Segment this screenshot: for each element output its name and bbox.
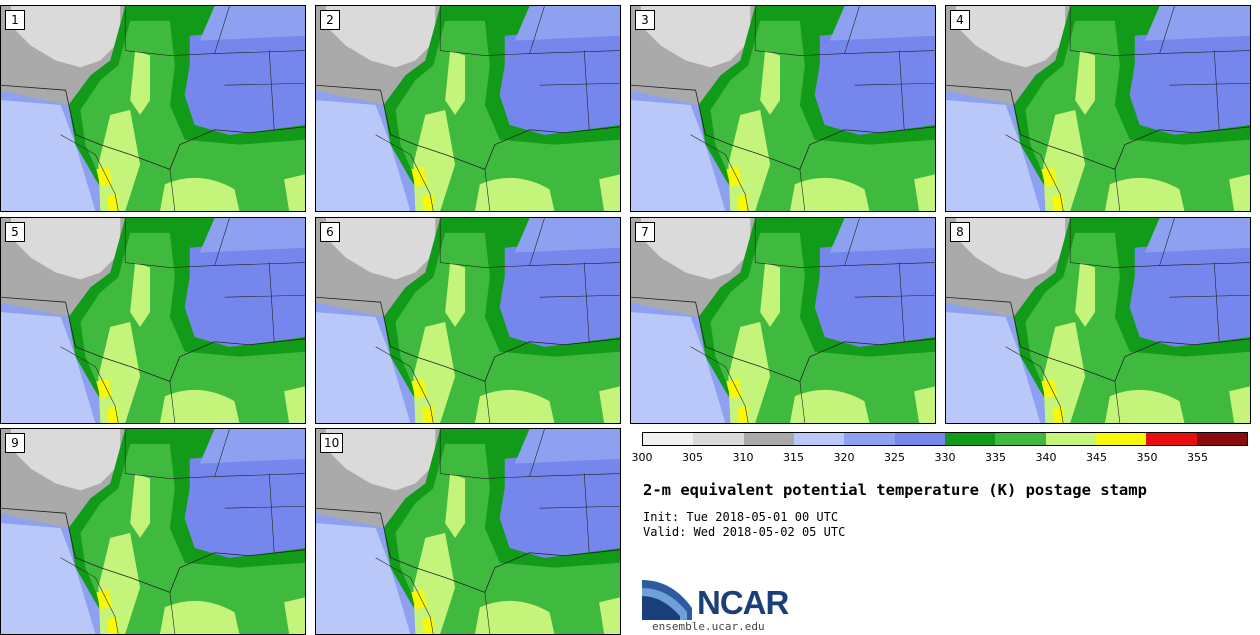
legend-tick-label: 355 bbox=[1187, 451, 1208, 464]
panel-label: 10 bbox=[320, 433, 344, 453]
panel-label: 9 bbox=[5, 433, 25, 453]
panel-label: 3 bbox=[635, 10, 655, 30]
panel-label: 4 bbox=[950, 10, 970, 30]
legend-swatch bbox=[743, 433, 794, 445]
map-panel-8: 8 bbox=[945, 217, 1251, 424]
legend-swatch bbox=[995, 433, 1046, 445]
map-image bbox=[1, 429, 305, 634]
map-panel-2: 2 bbox=[315, 5, 621, 212]
legend-tick-label: 325 bbox=[884, 451, 905, 464]
legend-tick-label: 305 bbox=[682, 451, 703, 464]
legend-swatch bbox=[844, 433, 895, 445]
legend-tick-label: 320 bbox=[833, 451, 855, 464]
legend-swatch bbox=[894, 433, 945, 445]
map-panel-6: 6 bbox=[315, 217, 621, 424]
map-panel-7: 7 bbox=[630, 217, 936, 424]
panel-label: 2 bbox=[320, 10, 340, 30]
panel-label: 7 bbox=[635, 222, 655, 242]
map-image bbox=[1, 218, 305, 423]
map-panel-10: 10 bbox=[315, 428, 621, 635]
map-image bbox=[631, 218, 935, 423]
legend-tick-label: 330 bbox=[934, 451, 956, 464]
legend-swatch bbox=[643, 433, 694, 445]
map-image bbox=[946, 218, 1250, 423]
panel-label: 6 bbox=[320, 222, 340, 242]
website-url[interactable]: ensemble.ucar.edu bbox=[652, 620, 765, 633]
legend-tick-label: 335 bbox=[985, 451, 1006, 464]
map-panel-3: 3 bbox=[630, 5, 936, 212]
legend-swatch bbox=[1196, 433, 1247, 445]
legend-tick-label: 300 bbox=[631, 451, 653, 464]
map-image bbox=[316, 6, 620, 211]
panel-label: 8 bbox=[950, 222, 970, 242]
legend-tick-label: 345 bbox=[1086, 451, 1107, 464]
valid-time: Valid: Wed 2018-05-02 05 UTC bbox=[643, 525, 846, 539]
ncar-logo-text: NCAR bbox=[697, 584, 789, 621]
map-image bbox=[1, 6, 305, 211]
legend-swatch bbox=[1095, 433, 1147, 445]
legend-swatch bbox=[944, 433, 996, 445]
legend-swatch bbox=[693, 433, 744, 445]
map-image bbox=[946, 6, 1250, 211]
legend-tick-label: 310 bbox=[732, 451, 754, 464]
init-time: Init: Tue 2018-05-01 00 UTC bbox=[643, 510, 839, 524]
legend-swatch bbox=[1146, 433, 1197, 445]
map-panel-9: 9 bbox=[0, 428, 306, 635]
map-panel-5: 5 bbox=[0, 217, 306, 424]
map-image bbox=[316, 218, 620, 423]
color-legend bbox=[642, 432, 1248, 446]
map-panel-4: 4 bbox=[945, 5, 1251, 212]
panel-label: 5 bbox=[5, 222, 25, 242]
map-panel-1: 1 bbox=[0, 5, 306, 212]
chart-title: 2-m equivalent potential temperature (K)… bbox=[643, 481, 1147, 499]
ncar-logo bbox=[642, 580, 692, 620]
legend-tick-label: 340 bbox=[1035, 451, 1057, 464]
legend-swatch bbox=[1045, 433, 1096, 445]
legend-tick-label: 315 bbox=[783, 451, 804, 464]
map-image bbox=[316, 429, 620, 634]
legend-swatch bbox=[793, 433, 845, 445]
map-image bbox=[631, 6, 935, 211]
legend-tick-label: 350 bbox=[1136, 451, 1158, 464]
panel-label: 1 bbox=[5, 10, 25, 30]
